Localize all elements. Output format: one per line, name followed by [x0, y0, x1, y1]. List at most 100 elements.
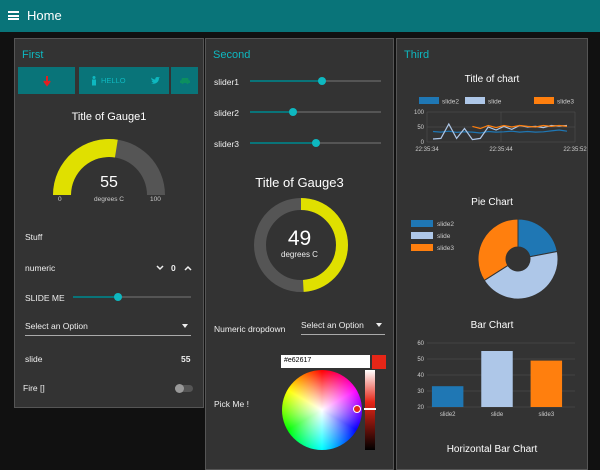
color-hex-value: #e62617	[284, 357, 312, 364]
series-line	[472, 124, 568, 130]
slider-track	[73, 296, 191, 298]
chevron-down-icon[interactable]	[156, 265, 164, 271]
group-title-second: Second	[213, 49, 251, 61]
arrow-down-icon	[43, 76, 51, 87]
group-second: Second slider1 slider2 slider3 Title of …	[205, 38, 394, 470]
gauge1-min: 0	[58, 196, 62, 203]
y-tick-label: 50	[417, 125, 424, 131]
slide-me-label: SLIDE ME	[25, 293, 65, 303]
slider-fill	[250, 142, 316, 144]
group-title-first: First	[22, 49, 44, 61]
gauge3	[254, 198, 348, 292]
pie-slice	[517, 218, 558, 258]
y-tick-label: 60	[417, 341, 424, 347]
hello-button[interactable]: HELLO	[79, 67, 151, 94]
top-bar: Home	[0, 0, 600, 32]
fire-toggle[interactable]	[175, 384, 193, 393]
slider-knob[interactable]	[311, 139, 320, 147]
legend-label: slide3	[437, 245, 454, 252]
slider3[interactable]	[206, 137, 393, 149]
legend-label: slide3	[557, 99, 574, 106]
page-title: Home	[27, 8, 62, 23]
color-hex-input[interactable]: #e62617	[281, 355, 370, 368]
numeric-dropdown-select[interactable]: Select an Option	[301, 320, 385, 335]
car-button[interactable]	[171, 67, 198, 94]
x-tick-label: 22:35:52	[563, 147, 587, 153]
stuff-text: Stuff	[25, 232, 43, 242]
legend-swatch	[411, 232, 433, 239]
slide-value: 55	[181, 354, 191, 364]
legend-swatch	[465, 97, 485, 104]
slider-track	[250, 111, 381, 113]
numeric-dropdown-label: Numeric dropdown	[214, 324, 286, 334]
hello-button-label: HELLO	[101, 76, 126, 85]
chevron-up-icon[interactable]	[184, 265, 192, 271]
color-wheel[interactable]	[282, 370, 362, 450]
bar-chart-title: Bar Chart	[470, 320, 514, 331]
pie-slice	[477, 218, 519, 282]
slider-knob[interactable]	[318, 77, 327, 85]
line-chart-title: Title of chart	[464, 74, 520, 85]
legend-swatch	[419, 97, 439, 104]
x-tick-label: 22:35:34	[415, 147, 439, 153]
y-tick-label: 20	[417, 405, 424, 411]
fire-toggle-knob	[175, 384, 184, 393]
gauge1-units: degrees C	[94, 196, 124, 203]
bar	[481, 351, 513, 407]
car-icon	[180, 78, 190, 85]
y-tick-label: 100	[414, 110, 425, 116]
color-lightness-marker[interactable]	[364, 408, 376, 410]
caret-down-icon	[182, 324, 188, 328]
hamburger-menu-icon[interactable]	[8, 11, 19, 20]
color-swatch[interactable]	[372, 355, 386, 369]
slide-me-slider[interactable]	[15, 291, 203, 303]
slider-fill	[250, 80, 323, 82]
line-chart: slide2 slide slide3 100 50 022:35:34 22:35:44 2…	[414, 97, 587, 153]
slider3-label: slider3	[214, 139, 240, 149]
gauge3-value: 49	[287, 227, 312, 250]
y-tick-label: 40	[417, 373, 424, 379]
option-select[interactable]: Select an Option	[25, 321, 191, 336]
numeric-dropdown-value: Select an Option	[301, 320, 364, 330]
y-tick-label: 50	[417, 357, 424, 363]
slider2[interactable]	[206, 106, 393, 118]
gauge1	[53, 139, 165, 195]
slider2-label: slider2	[214, 108, 240, 118]
series-line	[432, 129, 568, 134]
slider1[interactable]	[206, 75, 393, 87]
slide-label: slide	[25, 354, 43, 364]
color-lightness-bar[interactable]	[365, 370, 375, 450]
gauge1-title: Title of Gauge1	[71, 111, 147, 123]
y-tick-label: 30	[417, 389, 424, 395]
numeric-label: numeric	[25, 263, 56, 273]
color-wheel-marker[interactable]	[353, 405, 361, 413]
legend-label: slide2	[442, 99, 459, 106]
gauge1-max: 100	[150, 196, 161, 203]
slider-fill	[250, 111, 294, 113]
pie-chart: slide2 slide slide3	[411, 218, 559, 300]
legend-label: slide	[437, 233, 451, 240]
twitter-button[interactable]	[143, 67, 169, 94]
hbar-chart-title: Horizontal Bar Chart	[446, 444, 538, 455]
slider1-label: slider1	[214, 77, 240, 87]
legend-swatch	[534, 97, 554, 104]
group-third: Third Title of chart slide2 slide slide3 10…	[396, 38, 588, 470]
y-tick-label: 0	[421, 140, 425, 146]
pie-slice	[483, 250, 559, 300]
slider-knob[interactable]	[113, 293, 122, 301]
legend-swatch	[411, 220, 433, 227]
numeric-value: 0	[171, 263, 176, 273]
arrow-down-button[interactable]	[18, 67, 75, 94]
caret-down-icon	[376, 323, 382, 327]
person-icon	[92, 76, 96, 86]
x-tick-label: 22:35:44	[489, 147, 513, 153]
gauge3-title: Title of Gauge3	[255, 175, 344, 190]
slider-knob[interactable]	[289, 108, 298, 116]
fire-label: Fire []	[23, 383, 45, 393]
series-line	[432, 122, 568, 141]
gauge1-value: 55	[100, 174, 118, 191]
slider-fill	[73, 296, 118, 298]
legend-label: slide	[488, 99, 502, 106]
gauge3-units: degrees C	[281, 250, 318, 259]
legend-label: slide2	[437, 221, 454, 228]
